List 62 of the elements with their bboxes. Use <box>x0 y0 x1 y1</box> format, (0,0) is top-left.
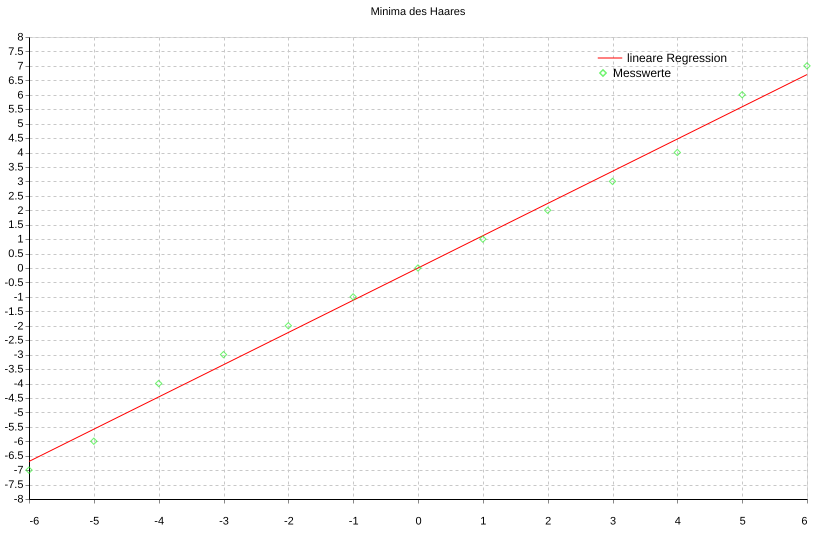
x-tick-label: 4 <box>674 516 681 528</box>
y-tick-label: -0.5 <box>4 276 24 289</box>
y-tick-label: 2 <box>17 204 24 217</box>
y-tick-label: 1 <box>17 234 24 246</box>
y-tick-label: -2 <box>14 320 24 332</box>
point <box>220 350 228 358</box>
y-tick-label: 4 <box>17 147 24 159</box>
point <box>544 206 552 214</box>
y-tick-label: -8 <box>14 494 24 506</box>
y-tick-label: -7.5 <box>4 479 24 492</box>
y-tick-label: 3.5 <box>8 161 24 174</box>
point <box>284 322 292 330</box>
y-tick-label: 0 <box>17 262 24 274</box>
y-tick-label: -1.5 <box>4 306 24 318</box>
y-tick-label: 5.5 <box>8 104 24 116</box>
x-tick-label: 5 <box>740 516 746 528</box>
x-tick-label: 0 <box>415 516 422 528</box>
point <box>674 148 681 156</box>
point <box>738 91 746 98</box>
point <box>803 62 811 70</box>
y-tick-label: 6.5 <box>8 74 24 87</box>
point <box>608 178 616 186</box>
y-tick-label: 5 <box>17 118 24 130</box>
legend-label: lineare Regression <box>627 51 728 65</box>
y-tick-label: 2.5 <box>8 190 24 202</box>
x-tick-label: -5 <box>89 516 100 528</box>
y-tick-label: -3.5 <box>4 364 24 376</box>
y-tick-label: -6 <box>14 436 24 448</box>
y-tick-label: 1.5 <box>8 219 24 232</box>
y-tick-label: -1 <box>14 291 24 304</box>
y-tick-label: -5 <box>14 406 24 419</box>
y-tick-label: 8 <box>17 32 24 44</box>
point <box>155 380 162 388</box>
y-tick-label: -2.5 <box>4 334 24 347</box>
x-tick-label: 6 <box>801 516 808 528</box>
point <box>414 264 422 272</box>
y-tick-label: 7 <box>17 60 24 72</box>
x-tick-label: -3 <box>219 516 229 528</box>
y-tick-label: 4.5 <box>8 132 24 145</box>
y-tick-label: 0.5 <box>8 248 24 260</box>
point <box>350 293 357 301</box>
y-tick-label: -4 <box>14 378 24 390</box>
legend-label: Messwerte <box>613 66 672 80</box>
y-tick-label: -3 <box>14 349 24 362</box>
y-tick-label: 3 <box>17 176 24 188</box>
x-tick-label: 3 <box>610 516 616 528</box>
y-tick-label: -4.5 <box>4 392 24 404</box>
y-tick-label: -7 <box>14 464 24 477</box>
y-tick-label: 6 <box>17 89 24 102</box>
x-tick-label: -6 <box>30 516 40 528</box>
point <box>90 438 98 445</box>
y-tick-label: -5.5 <box>4 421 24 434</box>
point <box>479 235 486 243</box>
point <box>25 466 33 474</box>
chart-title: Minima des Haares <box>370 6 466 18</box>
x-tick-label: -2 <box>284 516 294 528</box>
x-tick-label: -1 <box>348 516 359 528</box>
x-tick-label: 1 <box>480 516 486 528</box>
y-tick-label: -6.5 <box>4 450 24 462</box>
x-tick-label: -4 <box>154 516 164 528</box>
x-tick-label: 2 <box>545 516 552 528</box>
y-tick-label: 7.5 <box>8 46 24 58</box>
